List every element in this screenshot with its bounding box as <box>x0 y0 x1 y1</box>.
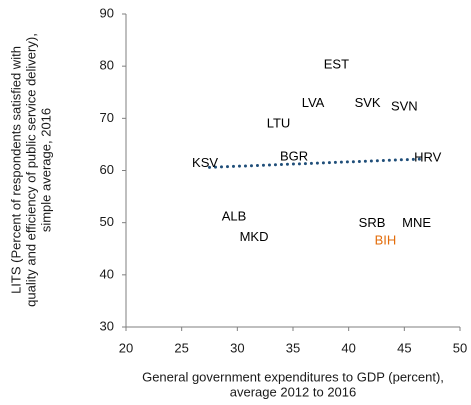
x-tick-label: 20 <box>119 340 133 355</box>
x-axis-label: General government expenditures to GDP (… <box>142 369 444 384</box>
point-label: MNE <box>402 215 431 230</box>
point-label: LVA <box>302 95 325 110</box>
point-label: BIH <box>375 232 397 247</box>
x-tick-label: 40 <box>341 340 355 355</box>
y-axis-label: quality and efficiency of public service… <box>23 33 38 307</box>
point-label: ALB <box>222 208 247 223</box>
x-tick-label: 35 <box>286 340 300 355</box>
x-tick-label: 45 <box>397 340 411 355</box>
y-tick-label: 40 <box>100 266 114 281</box>
point-label: LTU <box>267 116 291 131</box>
y-tick-label: 60 <box>100 162 114 177</box>
point-label: SRB <box>359 215 386 230</box>
point-label: HRV <box>414 149 442 164</box>
y-tick-label: 50 <box>100 214 114 229</box>
y-tick-label: 90 <box>100 5 114 20</box>
x-tick-label: 25 <box>174 340 188 355</box>
x-axis-label: average 2012 to 2016 <box>230 384 357 399</box>
x-tick-label: 30 <box>230 340 244 355</box>
point-label: BGR <box>280 148 308 163</box>
point-label: EST <box>324 57 349 72</box>
point-label: SVN <box>391 98 418 113</box>
trendline <box>208 157 423 169</box>
point-label: MKD <box>240 229 269 244</box>
y-axis-label: simple average, 2016 <box>38 108 53 232</box>
point-label: KSV <box>192 155 218 170</box>
y-tick-label: 80 <box>100 58 114 73</box>
y-axis-label: LITS (Percent of respondents satisfied w… <box>8 46 23 294</box>
y-tick-label: 70 <box>100 110 114 125</box>
y-tick-label: 30 <box>100 318 114 333</box>
point-label: SVK <box>355 95 381 110</box>
x-tick-label: 50 <box>453 340 467 355</box>
